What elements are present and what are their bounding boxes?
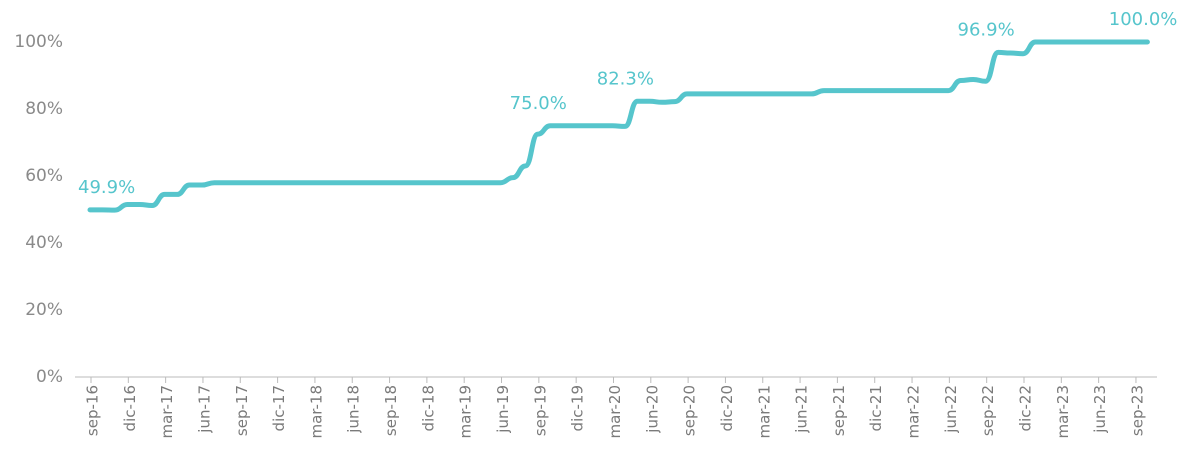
x-tick-label: jun-19 [494, 385, 512, 434]
x-tick-label: mar-21 [755, 385, 773, 439]
x-tick-label: sep-19 [531, 385, 549, 436]
y-tick-label: 100% [14, 32, 63, 52]
data-label: 82.3% [597, 68, 654, 89]
x-tick-label: sep-20 [681, 385, 699, 436]
x-tick-label: sep-22 [979, 385, 997, 436]
x-tick-label: dic-18 [419, 385, 437, 431]
x-tick-label: mar-17 [158, 385, 176, 439]
x-tick-label: jun-23 [1091, 385, 1109, 434]
x-tick-label: sep-23 [1128, 385, 1146, 436]
x-tick-label: dic-17 [270, 385, 288, 431]
x-tick-label: sep-16 [84, 385, 102, 436]
x-tick-label: dic-22 [1017, 385, 1035, 431]
x-tick-label: mar-22 [905, 385, 923, 439]
x-tick-label: dic-20 [718, 385, 736, 431]
x-tick-label: jun-17 [195, 385, 213, 434]
x-tick-label: mar-23 [1054, 385, 1072, 439]
y-tick-label: 0% [36, 367, 63, 387]
y-tick-label: 20% [25, 300, 63, 320]
data-label: 49.9% [78, 177, 135, 198]
x-tick-label: sep-21 [830, 385, 848, 436]
x-tick-label: jun-22 [942, 385, 960, 434]
x-tick-label: dic-16 [121, 385, 139, 431]
x-tick-label: mar-18 [307, 385, 325, 439]
x-tick-label: sep-17 [233, 385, 251, 436]
x-tick-label: mar-20 [606, 385, 624, 439]
data-label: 75.0% [510, 93, 567, 114]
data-label: 96.9% [958, 19, 1015, 40]
x-tick-label: dic-19 [569, 385, 587, 431]
data-label: 100.0% [1109, 9, 1177, 30]
y-tick-label: 80% [25, 99, 63, 119]
y-tick-label: 60% [25, 166, 63, 186]
x-tick-label: dic-21 [867, 385, 885, 431]
data-line [87, 39, 1150, 213]
x-tick-label: jun-18 [345, 385, 363, 434]
x-tick-label: jun-21 [793, 385, 811, 434]
y-tick-label: 40% [25, 233, 63, 253]
x-tick-label: sep-18 [382, 385, 400, 436]
x-tick-label: mar-19 [457, 385, 475, 439]
x-tick-label: jun-20 [643, 385, 661, 434]
